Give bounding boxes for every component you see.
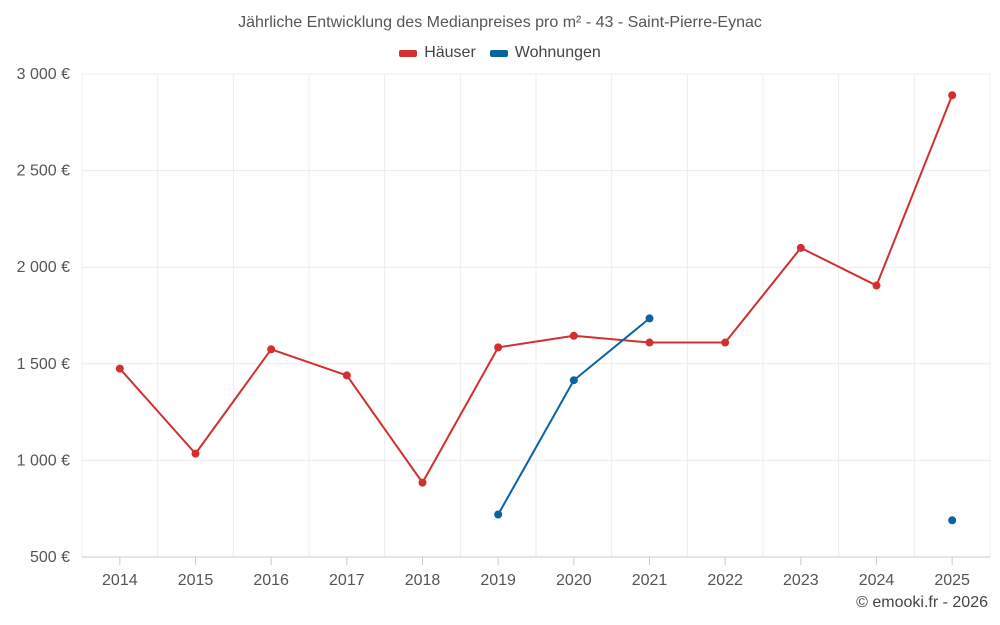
y-tick-label: 2 000 €	[17, 259, 70, 276]
data-point-haeuser	[342, 371, 351, 380]
x-tick-label: 2018	[405, 572, 441, 589]
legend-swatch-wohnungen	[489, 49, 508, 57]
y-tick-label: 2 500 €	[17, 163, 70, 180]
x-tick-label: 2021	[632, 572, 668, 589]
data-point-haeuser	[721, 338, 730, 347]
x-tick-label: 2017	[329, 572, 365, 589]
y-tick-label: 500 €	[30, 549, 70, 566]
legend-label-haeuser: Häuser	[424, 44, 476, 61]
x-tick-label: 2023	[783, 572, 819, 589]
legend-swatch-haeuser	[399, 49, 418, 57]
data-point-haeuser	[645, 338, 654, 347]
y-tick-label: 1 500 €	[17, 356, 70, 373]
legend: Häuser Wohnungen	[0, 44, 1000, 62]
legend-item-wohnungen[interactable]: Wohnungen	[489, 44, 601, 62]
data-point-wohnungen	[645, 314, 654, 323]
x-tick-label: 2020	[556, 572, 592, 589]
x-tick-label: 2016	[253, 572, 289, 589]
data-point-haeuser	[872, 281, 881, 290]
legend-item-haeuser[interactable]: Häuser	[399, 44, 476, 62]
y-tick-label: 3 000 €	[17, 66, 70, 83]
series-line-haeuser	[119, 94, 954, 484]
data-point-haeuser	[796, 243, 805, 252]
x-tick-label: 2019	[480, 572, 516, 589]
data-point-haeuser	[569, 331, 578, 340]
data-point-wohnungen	[948, 516, 957, 525]
data-point-haeuser	[191, 449, 200, 458]
y-tick-label: 1 000 €	[17, 452, 70, 469]
x-tick-label: 2022	[707, 572, 743, 589]
data-point-haeuser	[948, 91, 957, 100]
chart-title: Jährliche Entwicklung des Medianpreises …	[238, 14, 762, 31]
data-point-wohnungen	[494, 510, 503, 519]
legend-label-wohnungen: Wohnungen	[514, 44, 601, 61]
data-point-haeuser	[494, 343, 503, 352]
series-line-wohnungen	[497, 317, 651, 515]
data-point-haeuser	[418, 478, 427, 487]
data-point-haeuser	[267, 345, 276, 354]
x-tick-label: 2025	[934, 572, 970, 589]
x-tick-label: 2015	[178, 572, 214, 589]
credit-text: © emooki.fr - 2026	[856, 594, 988, 611]
data-point-wohnungen	[569, 376, 578, 385]
data-point-haeuser	[115, 364, 124, 373]
x-tick-label: 2024	[859, 572, 895, 589]
x-tick-label: 2014	[102, 572, 138, 589]
